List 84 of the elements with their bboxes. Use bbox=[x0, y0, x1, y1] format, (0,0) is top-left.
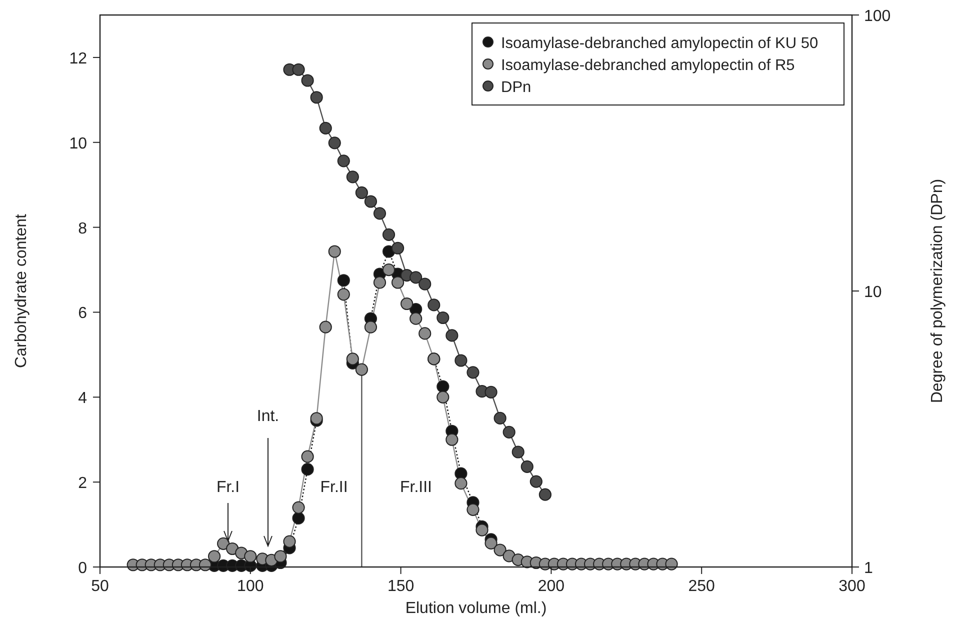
x-tick-label: 50 bbox=[91, 578, 109, 595]
point bbox=[466, 503, 480, 516]
legend-label: Isoamylase-debranched amylopectin of R5 bbox=[501, 57, 795, 74]
point bbox=[364, 320, 378, 334]
y2-axis-title: Degree of polymerization (DPn) bbox=[929, 178, 946, 404]
point bbox=[428, 298, 440, 312]
point bbox=[512, 446, 524, 458]
point bbox=[484, 386, 498, 398]
point bbox=[337, 154, 350, 168]
point bbox=[494, 412, 506, 425]
point bbox=[328, 136, 341, 150]
point bbox=[454, 354, 468, 367]
point bbox=[410, 312, 422, 325]
point bbox=[520, 460, 534, 473]
point bbox=[418, 278, 432, 290]
y-axis-title: Carbohydrate content bbox=[13, 214, 30, 368]
y-tick-label: 6 bbox=[78, 305, 88, 322]
y-tick-label: 0 bbox=[78, 560, 88, 577]
point bbox=[373, 207, 386, 220]
annotation: Fr.I bbox=[216, 479, 240, 496]
point bbox=[292, 63, 305, 76]
point bbox=[355, 363, 368, 376]
y-tick-label: 4 bbox=[78, 390, 88, 408]
x-tick-label: 250 bbox=[688, 578, 716, 595]
point bbox=[301, 463, 314, 476]
point bbox=[484, 536, 498, 550]
point bbox=[292, 501, 305, 514]
point bbox=[292, 512, 305, 524]
point bbox=[410, 271, 422, 284]
point bbox=[530, 475, 542, 488]
point bbox=[319, 320, 332, 334]
point bbox=[494, 544, 506, 556]
point bbox=[476, 524, 488, 536]
point bbox=[310, 91, 323, 104]
y-tick-label: 10 bbox=[69, 135, 88, 152]
point bbox=[436, 390, 450, 404]
y2-tick-label: 1 bbox=[864, 560, 873, 577]
point bbox=[337, 288, 350, 301]
point bbox=[466, 366, 480, 379]
x-axis-title: Elution volume (ml.) bbox=[405, 600, 547, 617]
point bbox=[346, 352, 359, 366]
point bbox=[301, 74, 314, 87]
point bbox=[502, 426, 516, 438]
legend-label: DPn bbox=[501, 79, 532, 96]
x-tick-label: 150 bbox=[387, 578, 414, 595]
point bbox=[538, 488, 552, 501]
point bbox=[382, 228, 396, 241]
point bbox=[319, 122, 332, 134]
point bbox=[283, 535, 296, 548]
point bbox=[436, 380, 450, 393]
point bbox=[217, 537, 230, 550]
x-tick-label: 300 bbox=[838, 578, 866, 595]
annotation: Fr.III bbox=[400, 479, 432, 496]
annotation: Fr.II bbox=[320, 479, 348, 496]
point bbox=[346, 170, 359, 184]
x-tick-label: 200 bbox=[538, 578, 565, 595]
point bbox=[382, 263, 396, 276]
y-tick-label: 8 bbox=[78, 220, 88, 238]
point bbox=[337, 274, 350, 287]
point bbox=[244, 550, 257, 563]
point bbox=[446, 433, 458, 446]
point bbox=[328, 245, 341, 258]
point bbox=[373, 276, 386, 289]
point bbox=[301, 450, 314, 463]
point bbox=[665, 558, 678, 570]
point bbox=[454, 477, 468, 490]
point bbox=[355, 186, 368, 200]
point bbox=[436, 311, 450, 324]
y2-tick-label: 100 bbox=[864, 8, 891, 25]
point bbox=[198, 558, 212, 572]
annotation: Int. bbox=[256, 408, 280, 425]
x-tick-label: 100 bbox=[237, 578, 264, 595]
point bbox=[446, 329, 458, 342]
point bbox=[274, 550, 287, 563]
y-tick-label: 2 bbox=[78, 475, 88, 492]
point bbox=[418, 327, 432, 340]
point bbox=[364, 195, 378, 208]
point bbox=[208, 550, 221, 563]
point bbox=[391, 242, 404, 254]
point bbox=[400, 297, 414, 310]
y-tick-label: 12 bbox=[69, 50, 88, 68]
point bbox=[391, 276, 404, 289]
legend-label: Isoamylase-debranched amylopectin of KU 50 bbox=[501, 35, 818, 52]
y2-tick-label: 10 bbox=[864, 284, 882, 301]
